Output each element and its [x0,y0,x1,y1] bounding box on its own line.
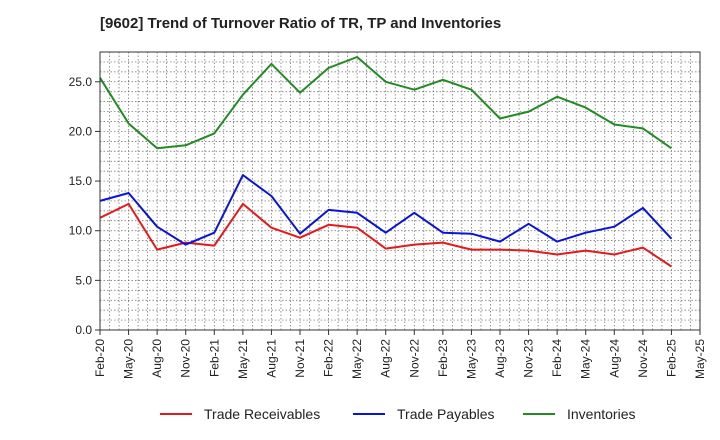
x-axis-ticks: Feb-20 May-20 Aug-20 Nov-20 Feb-21 May-21 Aug-… [93,330,707,379]
series-line-trade-payables [99,174,673,246]
grid-layer [99,51,701,331]
x-tick-label: May-25 [693,339,707,379]
y-tick-label: 25.0 [69,75,93,89]
series-line-trade-receivables [99,202,672,268]
y-axis-ticks: 0.0 5.0 10.0 15.0 20.0 25.0 [69,75,100,337]
x-tick-label: Nov-21 [293,339,307,378]
y-tick-label: 5.0 [75,273,92,287]
y-tick-label: 20.0 [69,124,93,138]
x-tick-label: Feb-22 [322,339,336,377]
x-tick-label: Feb-20 [93,339,107,377]
x-tick-label: Aug-22 [379,339,393,378]
x-tick-label: Feb-23 [436,339,450,377]
x-tick-label: Nov-23 [522,339,536,378]
x-tick-label: May-24 [579,339,593,379]
y-tick-label: 15.0 [69,174,93,188]
x-tick-label: May-20 [122,339,136,379]
x-tick-label: Feb-24 [550,339,564,377]
x-tick-label: Nov-22 [407,339,421,378]
legend-label-trade-receivables: Trade Receivables [204,406,320,422]
x-tick-label: Nov-24 [636,339,650,378]
plot-frame [99,51,701,331]
legend: Trade Receivables Trade Payables Inventori… [160,406,635,422]
legend-label-inventories: Inventories [567,406,635,422]
x-tick-label: Feb-25 [664,339,678,377]
x-tick-label: May-23 [464,339,478,379]
x-tick-label: Aug-23 [493,339,507,378]
y-tick-label: 10.0 [69,224,93,238]
series-line-inventories [99,56,672,150]
legend-label-trade-payables: Trade Payables [397,406,495,422]
x-tick-label: May-21 [236,339,250,379]
x-tick-label: Aug-24 [607,339,621,378]
x-tick-label: Aug-21 [264,339,278,378]
x-tick-label: Aug-20 [150,339,164,378]
series-layer [99,56,673,268]
chart-title: [9602] Trend of Turnover Ratio of TR, TP… [100,15,502,32]
x-tick-label: May-22 [350,339,364,379]
x-tick-label: Feb-21 [207,339,221,377]
x-tick-label: Nov-20 [179,339,193,378]
y-tick-label: 0.0 [75,323,92,337]
